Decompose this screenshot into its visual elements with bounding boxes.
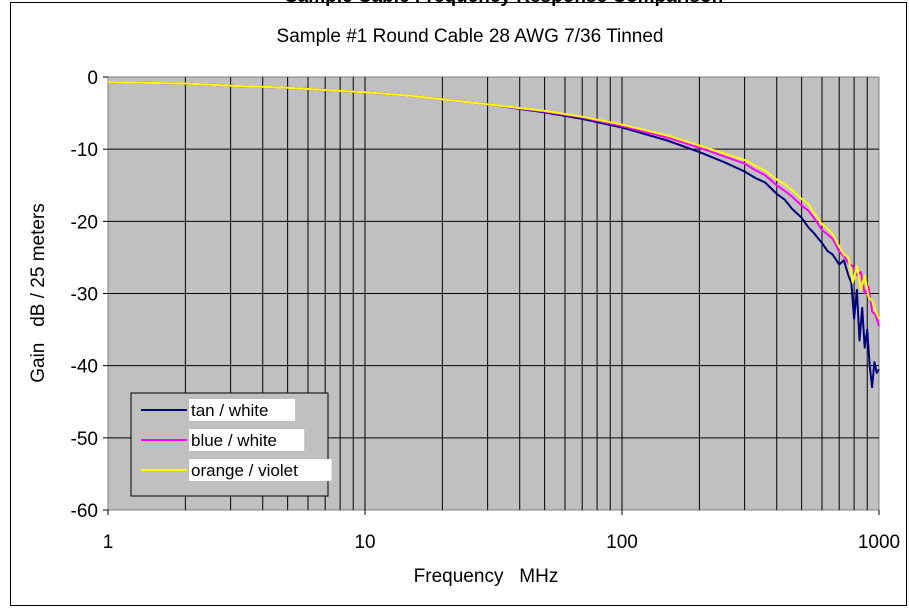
legend-label: orange / violet	[191, 461, 298, 480]
x-tick-label: 1000	[858, 532, 900, 553]
chart-title: Sample #1 Round Cable 28 AWG 7/36 Tinned	[277, 26, 664, 47]
y-tick-label: -10	[71, 140, 98, 161]
y-tick-label: -20	[71, 212, 98, 233]
legend-label: tan / white	[191, 401, 269, 420]
clipped-top-title: Sample Cable Frequency Response Comparis…	[0, 0, 909, 8]
x-tick-label: 10	[354, 532, 375, 553]
legend-label-bg	[189, 429, 305, 451]
axis-ticks: 0 -10 -20 -30 -40 -50 -601 10 100 1000	[71, 68, 901, 553]
y-tick-label: -30	[71, 285, 98, 306]
y-axis-label: Gain dB / 25 meters	[28, 203, 49, 383]
top-title-text: Sample Cable Frequency Response Comparis…	[285, 0, 723, 8]
series-lines	[107, 81, 880, 389]
x-tick-label: 1	[103, 532, 114, 553]
legend-label: blue / white	[191, 431, 277, 450]
x-axis-label: Frequency MHz	[414, 566, 559, 587]
grid-lines	[108, 77, 879, 510]
y-tick-label: 0	[87, 68, 98, 89]
legend-label-bg	[189, 399, 296, 421]
legend: tan / white blue / white orange / violet	[130, 392, 332, 497]
y-tick-label: -50	[71, 429, 98, 450]
legend-label-bg	[189, 459, 332, 481]
series-line-orange-violet	[107, 81, 880, 320]
x-tick-label: 100	[606, 532, 638, 553]
y-tick-label: -40	[71, 357, 98, 378]
y-tick-label: -60	[71, 501, 98, 522]
